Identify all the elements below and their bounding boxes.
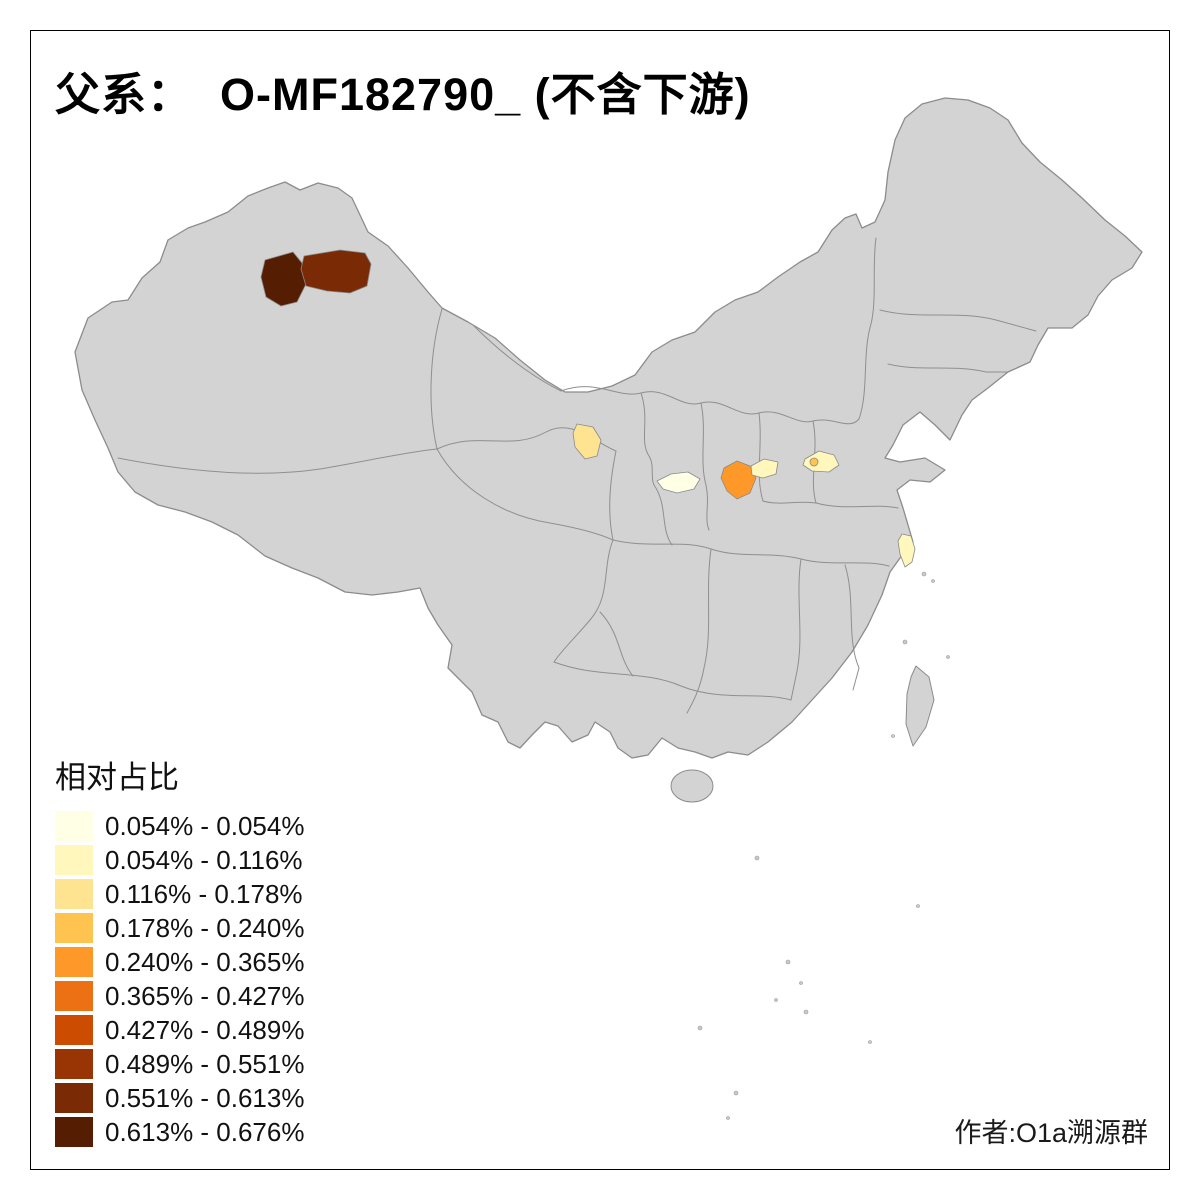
legend-swatch	[55, 1015, 93, 1045]
author-credit: 作者:O1a溯源群	[954, 1118, 1148, 1148]
legend-swatch	[55, 845, 93, 875]
hainan-island	[670, 769, 714, 803]
legend-item: 0.240% - 0.365%	[55, 947, 304, 977]
legend-label: 0.365% - 0.427%	[105, 980, 305, 1011]
legend-swatch	[55, 913, 93, 943]
legend-item: 0.427% - 0.489%	[55, 1015, 304, 1045]
region-shanghai	[897, 533, 916, 568]
legend-title: 相对占比	[55, 760, 179, 795]
region-shandong-dark-spot	[809, 457, 819, 467]
legend: 相对占比 0.054% - 0.054% 0.054% - 0.116% 0.1…	[55, 752, 304, 1151]
highlighted-regions	[260, 249, 916, 568]
legend-swatch	[55, 1083, 93, 1113]
sea-islets	[697, 571, 950, 1120]
page-title: 父系： O-MF182790_ (不含下游)	[55, 69, 751, 120]
legend-label: 0.427% - 0.489%	[105, 1014, 305, 1045]
taiwan-island	[905, 665, 935, 747]
legend-item: 0.489% - 0.551%	[55, 1049, 304, 1079]
legend-item: 0.116% - 0.178%	[55, 879, 304, 909]
legend-label: 0.054% - 0.054%	[105, 810, 305, 841]
region-shanxi-orange	[720, 460, 757, 500]
legend-item: 0.613% - 0.676%	[55, 1117, 304, 1147]
legend-swatch	[55, 947, 93, 977]
region-guanzhong-pale	[656, 471, 701, 494]
region-xinjiang-east	[300, 249, 372, 294]
legend-label: 0.240% - 0.365%	[105, 946, 305, 977]
legend-label: 0.116% - 0.178%	[105, 878, 303, 909]
legend-item: 0.054% - 0.054%	[55, 811, 304, 841]
legend-label: 0.489% - 0.551%	[105, 1048, 305, 1079]
china-mainland-shape	[74, 97, 1143, 759]
legend-item: 0.551% - 0.613%	[55, 1083, 304, 1113]
legend-swatch	[55, 1049, 93, 1079]
legend-label: 0.054% - 0.116%	[105, 844, 303, 875]
legend-item: 0.054% - 0.116%	[55, 845, 304, 875]
province-borders	[117, 237, 1037, 714]
legend-swatch	[55, 1117, 93, 1147]
legend-label: 0.613% - 0.676%	[105, 1116, 305, 1147]
legend-swatch	[55, 811, 93, 841]
legend-item: 0.178% - 0.240%	[55, 913, 304, 943]
legend-swatch	[55, 879, 93, 909]
legend-swatch	[55, 981, 93, 1011]
region-east-of-orange	[750, 458, 779, 479]
legend-label: 0.551% - 0.613%	[105, 1082, 305, 1113]
region-xinjiang-west	[260, 251, 307, 307]
legend-label: 0.178% - 0.240%	[105, 912, 305, 943]
legend-item: 0.365% - 0.427%	[55, 981, 304, 1011]
region-shandong	[802, 450, 840, 473]
region-gansu	[572, 423, 602, 460]
